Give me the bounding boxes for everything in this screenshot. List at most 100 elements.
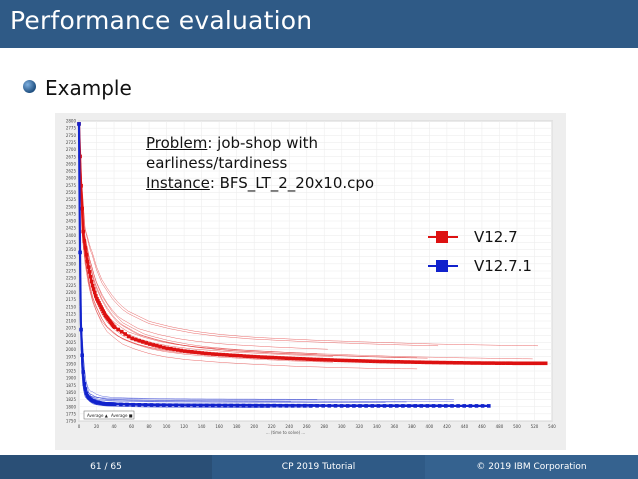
series-point-1 — [119, 402, 123, 407]
series-point-0 — [141, 340, 145, 344]
series-point-1 — [192, 403, 197, 408]
series-point-0 — [84, 252, 89, 257]
series-point-1 — [425, 404, 430, 408]
y-tick-label: 1875 — [66, 383, 77, 388]
series-point-0 — [246, 354, 250, 359]
series-point-1 — [296, 403, 301, 408]
series-point-0 — [295, 356, 299, 361]
x-tick-label: 120 — [180, 424, 188, 429]
series-point-0 — [508, 361, 513, 365]
series-point-1 — [327, 404, 332, 408]
x-tick-label: 280 — [320, 424, 328, 429]
x-tick-label: 500 — [513, 424, 521, 429]
series-point-0 — [87, 270, 92, 274]
x-tick-label: 0 — [78, 424, 81, 429]
series-point-0 — [445, 360, 450, 365]
series-point-1 — [468, 404, 473, 408]
x-tick-label: 440 — [461, 424, 469, 429]
chart-annotation: Problem: job-shop with earliness/tardine… — [146, 133, 374, 193]
series-point-0 — [179, 348, 184, 353]
problem-label: Problem — [146, 134, 208, 152]
series-point-1 — [80, 353, 84, 358]
series-point-0 — [277, 356, 282, 360]
series-point-0 — [438, 360, 443, 365]
y-tick-label: 1925 — [66, 369, 77, 374]
y-tick-label: 2625 — [66, 169, 77, 174]
y-tick-label: 2650 — [66, 161, 77, 166]
series-point-1 — [186, 403, 191, 408]
series-point-0 — [319, 357, 324, 362]
footer: 61 / 65 CP 2019 Tutorial © 2019 IBM Corp… — [0, 455, 638, 479]
series-point-0 — [162, 345, 166, 350]
run-trace-1 — [78, 123, 454, 402]
series-point-0 — [137, 338, 142, 343]
series-point-0 — [407, 360, 411, 364]
x-tick-label: 540 — [548, 424, 556, 429]
series-point-1 — [303, 403, 307, 408]
series-point-0 — [379, 359, 383, 364]
series-point-0 — [389, 359, 394, 364]
series-point-0 — [130, 336, 135, 341]
y-tick-label: 2750 — [66, 133, 77, 138]
y-tick-label: 1900 — [66, 376, 77, 381]
slide-title: Performance evaluation — [10, 6, 313, 35]
series-point-0 — [410, 360, 415, 364]
x-tick-label: 260 — [303, 424, 311, 429]
series-point-0 — [337, 358, 341, 363]
series-point-0 — [372, 359, 376, 364]
series-point-1 — [358, 404, 362, 408]
series-point-0 — [449, 360, 453, 365]
y-tick-label: 1825 — [66, 397, 77, 402]
series-point-0 — [218, 352, 222, 357]
series-point-0 — [494, 361, 499, 365]
x-tick-label: 300 — [338, 424, 346, 429]
x-tick-label: 80 — [147, 424, 153, 429]
series-point-0 — [98, 303, 102, 307]
series-point-0 — [284, 356, 289, 360]
series-point-1 — [174, 403, 178, 407]
series-point-0 — [403, 360, 408, 364]
footer-right: © 2019 IBM Corporation — [425, 455, 638, 479]
series-point-0 — [452, 361, 457, 365]
bottom-legend-item: Average ▲ — [87, 413, 109, 418]
series-point-1 — [333, 404, 338, 408]
series-point-0 — [463, 361, 467, 365]
series-point-0 — [83, 246, 88, 250]
run-trace-1 — [78, 123, 407, 403]
series-point-0 — [484, 361, 488, 365]
y-tick-label: 2775 — [66, 126, 77, 131]
series-point-0 — [305, 357, 310, 361]
y-tick-label: 2000 — [66, 347, 77, 352]
series-point-0 — [112, 325, 117, 329]
series-point-0 — [340, 358, 345, 363]
footer-center: CP 2019 Tutorial — [212, 455, 425, 479]
series-point-0 — [239, 354, 243, 358]
series-point-0 — [228, 353, 233, 357]
series-point-0 — [270, 355, 275, 360]
x-tick-label: 480 — [496, 424, 504, 429]
series-point-1 — [79, 327, 83, 332]
series-point-0 — [533, 361, 537, 366]
series-point-1 — [217, 403, 221, 408]
bottom-legend-item: Average ■ — [111, 413, 133, 418]
y-tick-label: 2375 — [66, 240, 77, 245]
series-point-1 — [254, 403, 258, 408]
x-tick-label: 20 — [94, 424, 100, 429]
run-trace-1 — [78, 123, 318, 400]
series-point-0 — [309, 357, 313, 361]
y-tick-label: 2700 — [66, 147, 77, 152]
series-point-0 — [225, 353, 229, 357]
series-point-1 — [162, 403, 166, 407]
series-point-0 — [281, 356, 285, 360]
series-point-1 — [474, 404, 479, 408]
series-point-1 — [450, 404, 454, 408]
y-tick-label: 2450 — [66, 219, 77, 224]
series-point-1 — [480, 404, 485, 408]
series-point-0 — [519, 361, 523, 366]
y-tick-label: 2050 — [66, 333, 77, 338]
x-tick-label: 160 — [215, 424, 223, 429]
series-point-0 — [260, 355, 264, 359]
series-point-1 — [77, 122, 81, 126]
series-point-1 — [204, 403, 209, 408]
x-tick-label: 140 — [198, 424, 206, 429]
